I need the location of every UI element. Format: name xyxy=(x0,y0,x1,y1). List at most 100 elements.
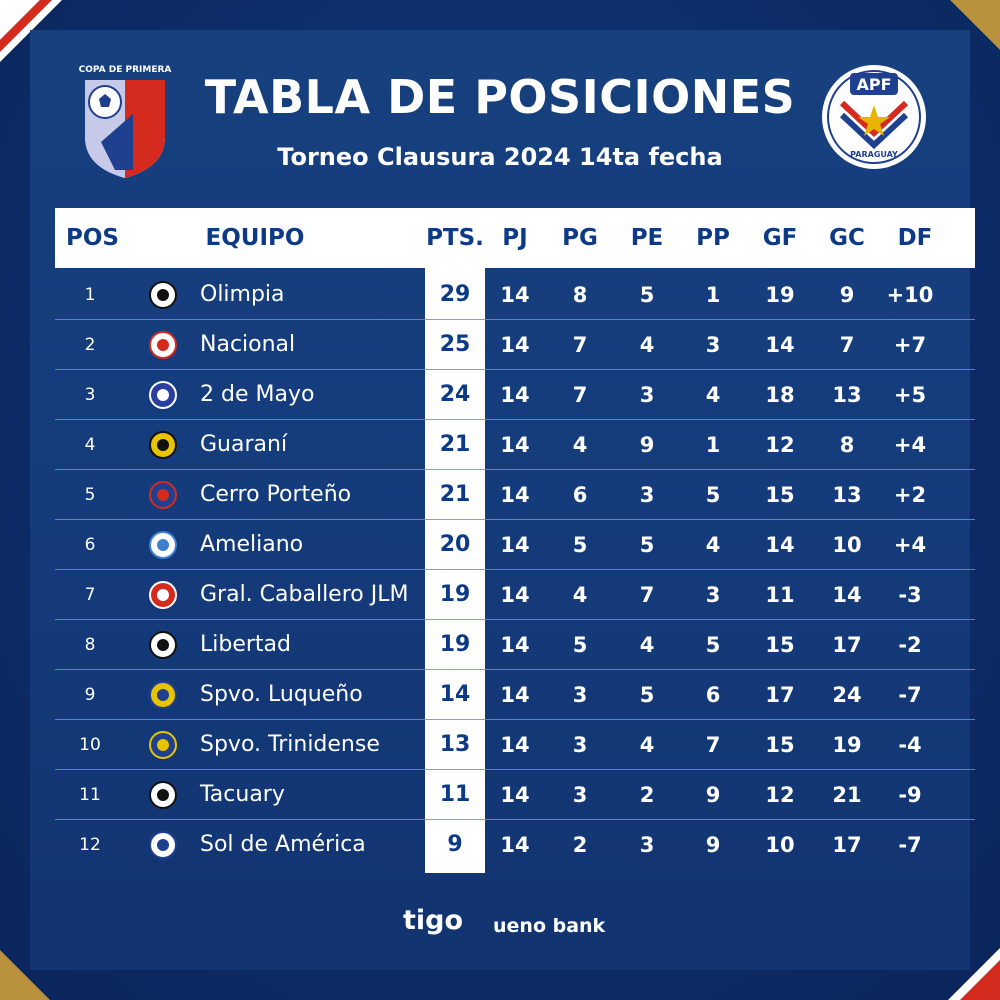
cell-pos: 8 xyxy=(84,635,96,655)
page-title: TABLA DE POSICIONES xyxy=(204,70,796,124)
cell-team: Spvo. Luqueño xyxy=(200,682,363,707)
cell-pts: 13 xyxy=(439,732,471,757)
cell-pj: 14 xyxy=(500,733,530,757)
cell-pg: 7 xyxy=(572,383,588,407)
header-pj: PJ xyxy=(502,225,528,251)
header-gf: GF xyxy=(762,225,798,251)
cell-pe: 9 xyxy=(639,433,655,457)
row-divider xyxy=(55,369,975,370)
cell-pos: 2 xyxy=(84,335,96,355)
header-pg: PG xyxy=(562,225,598,251)
table-row: 6 Ameliano 20 14 5 5 4 14 10 +4 xyxy=(55,520,975,570)
cell-pg: 8 xyxy=(572,283,588,307)
luqueno-crest xyxy=(149,681,177,709)
cell-pg: 3 xyxy=(572,683,588,707)
ameliano-crest xyxy=(149,531,177,559)
trinidense-crest xyxy=(149,731,177,759)
cell-team: Guaraní xyxy=(200,432,288,457)
table-row: 8 Libertad 19 14 5 4 5 15 17 -2 xyxy=(55,620,975,670)
table-header: POS EQUIPO PTS. PJ PG PE PP GF GC DF xyxy=(55,208,975,268)
cell-pos: 6 xyxy=(84,535,96,555)
cell-pp: 5 xyxy=(705,633,721,657)
cell-pe: 2 xyxy=(639,783,655,807)
cell-team: Tacuary xyxy=(200,782,285,807)
cell-gf: 12 xyxy=(765,783,795,807)
cell-team: Gral. Caballero JLM xyxy=(200,582,409,607)
cell-pts: 19 xyxy=(439,632,471,657)
table-row: 2 Nacional 25 14 7 4 3 14 7 +7 xyxy=(55,320,975,370)
tacuary-crest xyxy=(149,781,177,809)
header-pp: PP xyxy=(696,225,730,251)
sol-de-america-crest xyxy=(149,831,177,859)
table-row: 11 Tacuary 11 14 3 2 9 12 21 -9 xyxy=(55,770,975,820)
cell-gc: 21 xyxy=(832,783,862,807)
cell-pos: 12 xyxy=(79,835,101,855)
apf-logo-text: APF xyxy=(856,75,891,94)
header-pts: PTS. xyxy=(426,225,484,251)
apf-logo: APF PARAGUAY xyxy=(822,65,926,169)
cell-pp: 5 xyxy=(705,483,721,507)
table-row: 9 Spvo. Luqueño 14 14 3 5 6 17 24 -7 xyxy=(55,670,975,720)
copa-de-primera-logo: COPA DE PRIMERA xyxy=(79,65,172,178)
nacional-crest xyxy=(149,331,177,359)
cell-pg: 3 xyxy=(572,733,588,757)
header-pe: PE xyxy=(630,225,664,251)
cell-pj: 14 xyxy=(500,433,530,457)
cell-pp: 1 xyxy=(705,283,721,307)
cell-pos: 11 xyxy=(79,785,101,805)
cell-df: +5 xyxy=(893,383,927,407)
cell-gf: 15 xyxy=(765,633,795,657)
cell-pts: 19 xyxy=(439,582,471,607)
row-divider xyxy=(55,469,975,470)
cell-pos: 9 xyxy=(84,685,96,705)
header-gc: GC xyxy=(829,225,865,251)
cell-gc: 19 xyxy=(832,733,862,757)
header-df: DF xyxy=(897,225,933,251)
cell-pe: 4 xyxy=(639,333,655,357)
cell-pts: 25 xyxy=(439,332,471,357)
row-divider xyxy=(55,669,975,670)
cell-pg: 2 xyxy=(572,833,588,857)
gral-caballero-crest xyxy=(149,581,177,609)
corner-stripes-bottom-right xyxy=(948,948,1000,1000)
cell-gf: 17 xyxy=(765,683,795,707)
cell-pj: 14 xyxy=(500,783,530,807)
tigo-logo: tigo xyxy=(403,905,464,936)
apf-logo-subtext: PARAGUAY xyxy=(850,150,898,159)
cell-pp: 6 xyxy=(705,683,721,707)
cell-pos: 5 xyxy=(84,485,96,505)
copa-logo-text: COPA DE PRIMERA xyxy=(79,65,172,75)
cell-gf: 14 xyxy=(765,333,795,357)
cell-pj: 14 xyxy=(500,533,530,557)
2-de-mayo-crest xyxy=(149,381,177,409)
cell-pe: 5 xyxy=(639,283,655,307)
cell-pp: 7 xyxy=(705,733,721,757)
cell-pos: 1 xyxy=(84,285,96,305)
cell-team: Libertad xyxy=(200,632,291,657)
cell-pts: 11 xyxy=(439,782,471,807)
olimpia-crest xyxy=(149,281,177,309)
cell-pp: 4 xyxy=(705,533,721,557)
cell-pg: 6 xyxy=(572,483,588,507)
cell-pg: 4 xyxy=(572,433,588,457)
row-divider xyxy=(55,719,975,720)
row-divider xyxy=(55,519,975,520)
cell-pos: 7 xyxy=(84,585,96,605)
cell-pe: 5 xyxy=(639,533,655,557)
libertad-crest xyxy=(149,631,177,659)
cell-pos: 4 xyxy=(84,435,96,455)
cell-df: +2 xyxy=(893,483,927,507)
cell-team: Ameliano xyxy=(200,532,304,557)
cell-pe: 4 xyxy=(639,733,655,757)
cell-pj: 14 xyxy=(500,483,530,507)
cell-team: Olimpia xyxy=(200,282,285,307)
cell-pp: 3 xyxy=(705,333,721,357)
table-row: 10 Spvo. Trinidense 13 14 3 4 7 15 19 -4 xyxy=(55,720,975,770)
cell-pj: 14 xyxy=(500,383,530,407)
cell-df: -4 xyxy=(898,733,922,757)
cell-pe: 5 xyxy=(639,683,655,707)
cell-gc: 8 xyxy=(839,433,855,457)
cell-gf: 11 xyxy=(765,583,795,607)
cell-gf: 15 xyxy=(765,733,795,757)
cell-pts: 20 xyxy=(439,532,471,557)
